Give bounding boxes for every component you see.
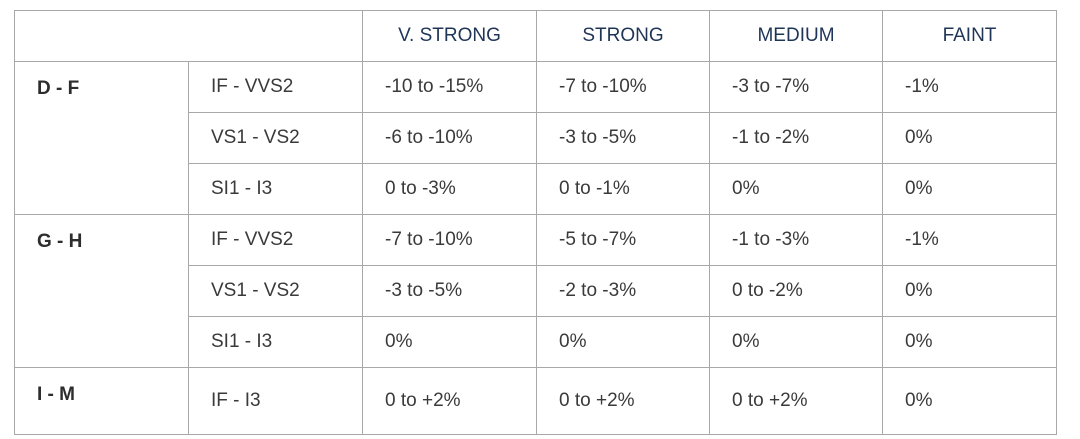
table-row: VS1 - VS2 -3 to -5% -2 to -3% 0 to -2% 0% xyxy=(15,265,1057,317)
group-label: G - H xyxy=(14,214,189,368)
clarity-label: IF - I3 xyxy=(188,367,363,435)
cell-value: -1% xyxy=(882,214,1057,266)
cell-value: 0% xyxy=(882,367,1057,435)
table-row: SI1 - I3 0% 0% 0% 0% xyxy=(15,316,1057,368)
cell-value: -3 to -5% xyxy=(362,265,537,317)
cell-value: 0% xyxy=(709,316,883,368)
cell-value: 0 to +2% xyxy=(536,367,710,435)
table-row: I - M IF - I3 0 to +2% 0 to +2% 0 to +2% 0% xyxy=(14,367,1057,435)
cell-value: -5 to -7% xyxy=(536,214,710,266)
cell-value: -10 to -15% xyxy=(362,61,537,113)
cell-value: 0% xyxy=(882,265,1057,317)
cell-value: -3 to -7% xyxy=(709,61,883,113)
cell-value: 0 to -1% xyxy=(536,163,710,215)
group-label: D - F xyxy=(14,61,189,215)
group-label: I - M xyxy=(14,367,189,435)
cell-value: 0% xyxy=(362,316,537,368)
cell-value: 0% xyxy=(882,316,1057,368)
clarity-label: SI1 - I3 xyxy=(188,163,363,215)
header-row: V. STRONG STRONG MEDIUM FAINT xyxy=(14,10,1057,62)
cell-value: -2 to -3% xyxy=(536,265,710,317)
cell-value: -6 to -10% xyxy=(362,112,537,164)
column-header: V. STRONG xyxy=(362,10,537,62)
cell-value: 0 to -2% xyxy=(709,265,883,317)
table-row: SI1 - I3 0 to -3% 0 to -1% 0% 0% xyxy=(15,163,1057,215)
cell-value: 0 to +2% xyxy=(709,367,883,435)
cell-value: -7 to -10% xyxy=(362,214,537,266)
table-row: VS1 - VS2 -6 to -10% -3 to -5% -1 to -2% 0% xyxy=(15,112,1057,164)
price-table: V. STRONG STRONG MEDIUM FAINT D - F IF - VVS… xyxy=(14,10,1057,435)
clarity-label: VS1 - VS2 xyxy=(188,112,363,164)
column-header: MEDIUM xyxy=(709,10,883,62)
table-row: G - H IF - VVS2 -7 to -10% -5 to -7% -1 to -… xyxy=(14,214,1057,368)
cell-value: 0% xyxy=(536,316,710,368)
clarity-label: IF - VVS2 xyxy=(188,61,363,113)
cell-value: -7 to -10% xyxy=(536,61,710,113)
cell-value: -1 to -3% xyxy=(709,214,883,266)
cell-value: 0% xyxy=(882,112,1057,164)
table-row: D - F IF - VVS2 -10 to -15% -7 to -10% -3 to… xyxy=(14,61,1057,215)
cell-value: 0% xyxy=(709,163,883,215)
clarity-label: IF - VVS2 xyxy=(188,214,363,266)
cell-value: 0 to +2% xyxy=(362,367,537,435)
column-header: FAINT xyxy=(882,10,1057,62)
column-header: STRONG xyxy=(536,10,710,62)
cell-value: -3 to -5% xyxy=(536,112,710,164)
cell-value: 0% xyxy=(882,163,1057,215)
cell-value: 0 to -3% xyxy=(362,163,537,215)
clarity-label: VS1 - VS2 xyxy=(188,265,363,317)
cell-value: -1 to -2% xyxy=(709,112,883,164)
header-corner xyxy=(14,10,363,62)
table-body: D - F IF - VVS2 -10 to -15% -7 to -10% -3 to… xyxy=(14,61,1057,435)
clarity-label: SI1 - I3 xyxy=(188,316,363,368)
cell-value: -1% xyxy=(882,61,1057,113)
